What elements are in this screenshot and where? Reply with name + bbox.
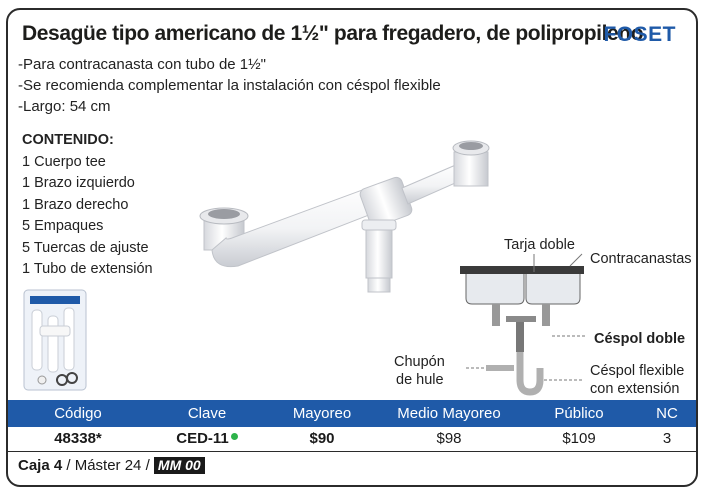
contents-item: 1 Cuerpo tee: [22, 153, 106, 170]
contents-item: 1 Brazo izquierdo: [22, 175, 135, 191]
product-card: Desagüe tipo americano de 1½" para frega…: [6, 8, 698, 487]
diagram-label-nipple-2: de hule: [396, 372, 444, 388]
diagram-label-nipple-1: Chupón: [394, 354, 445, 370]
feature-item: -Para contracanasta con tubo de 1½": [18, 56, 266, 73]
product-title: Desagüe tipo americano de 1½" para frega…: [22, 22, 644, 45]
cell-publico: $109: [520, 427, 638, 452]
header-mayoreo: Mayoreo: [266, 400, 378, 427]
product-image: [199, 140, 490, 293]
header-clave: Clave: [148, 400, 266, 427]
contents-item: 1 Tubo de extensión: [22, 261, 153, 277]
brand-logo: FOSET: [603, 23, 676, 46]
header-publico: Público: [520, 400, 638, 427]
price-table: Código Clave Mayoreo Medio Mayoreo Públi…: [8, 400, 696, 452]
diagram-label-flex-1: Céspol flexible: [590, 363, 685, 379]
mm-badge: MM 00: [153, 457, 205, 474]
header-nc: NC: [638, 400, 696, 427]
contents-heading: CONTENIDO:: [22, 132, 114, 148]
installation-diagram: [460, 253, 586, 396]
cell-medio-mayoreo: $98: [378, 427, 520, 452]
clave-value: CED-11: [176, 430, 229, 448]
header-codigo: Código: [8, 400, 148, 427]
status-dot-icon: [230, 433, 238, 441]
feature-item: -Se recomienda complementar la instalaci…: [18, 77, 441, 94]
diagram-label-trap: Céspol doble: [594, 331, 686, 347]
table-row: 48338* CED-11 $90 $98 $109 3: [8, 427, 696, 452]
package-thumbnail: [23, 289, 87, 391]
caja-label: Caja 4: [18, 457, 63, 474]
packaging-info: Caja 4 / Máster 24 / MM 00: [18, 457, 205, 474]
feature-list: -Para contracanasta con tubo de 1½" -Se …: [18, 54, 441, 117]
contents-item: 1 Brazo derecho: [22, 196, 129, 213]
contents-item: 5 Empaques: [22, 218, 104, 234]
master-label: / Máster 24 /: [66, 457, 150, 474]
contents-list: CONTENIDO: 1 Cuerpo tee 1 Brazo izquierd…: [22, 130, 153, 281]
cell-clave: CED-11: [148, 427, 266, 452]
feature-item: -Largo: 54 cm: [18, 98, 111, 115]
cell-nc: 3: [638, 427, 696, 452]
price-table-header: Código Clave Mayoreo Medio Mayoreo Públi…: [8, 400, 696, 427]
diagram-label-sink: Tarja doble: [504, 237, 575, 253]
cell-codigo: 48338*: [8, 427, 148, 452]
diagram-label-flex-2: con extensión: [590, 381, 680, 397]
header-medio-mayoreo: Medio Mayoreo: [378, 400, 520, 427]
diagram-label-strainer: Contracanastas: [590, 251, 692, 267]
cell-mayoreo: $90: [266, 427, 378, 452]
contents-item: 5 Tuercas de ajuste: [22, 239, 149, 256]
